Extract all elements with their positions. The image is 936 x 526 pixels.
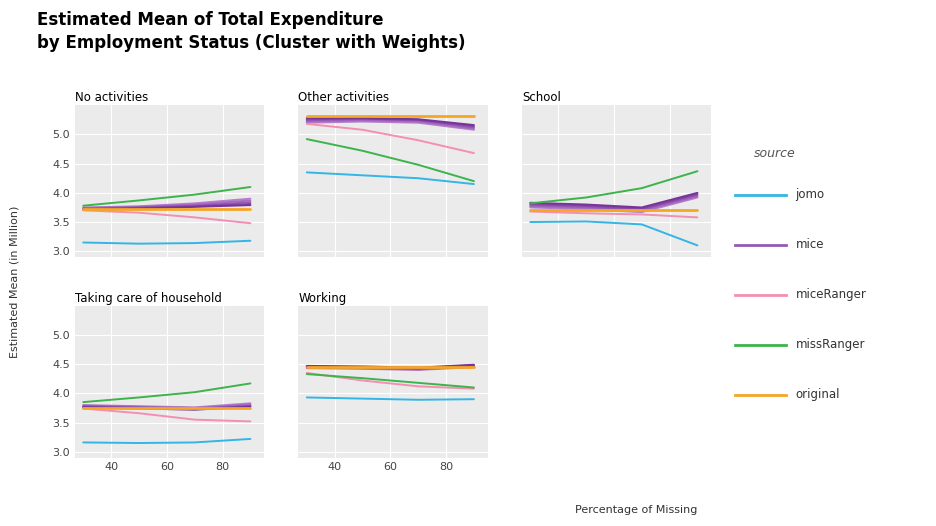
Text: miceRanger: miceRanger [796, 288, 867, 301]
Text: jomo: jomo [796, 188, 825, 201]
Text: No activities: No activities [75, 91, 148, 104]
Text: Percentage of Missing: Percentage of Missing [576, 505, 697, 515]
Text: source: source [753, 147, 796, 160]
Text: Other activities: Other activities [299, 91, 389, 104]
Text: Estimated Mean (in Million): Estimated Mean (in Million) [9, 205, 19, 358]
Text: Working: Working [299, 291, 346, 305]
Text: School: School [522, 91, 561, 104]
Text: original: original [796, 388, 841, 401]
Text: missRanger: missRanger [796, 338, 865, 351]
Text: Taking care of household: Taking care of household [75, 291, 222, 305]
Text: mice: mice [796, 238, 824, 251]
Text: Estimated Mean of Total Expenditure
by Employment Status (Cluster with Weights): Estimated Mean of Total Expenditure by E… [37, 11, 466, 52]
